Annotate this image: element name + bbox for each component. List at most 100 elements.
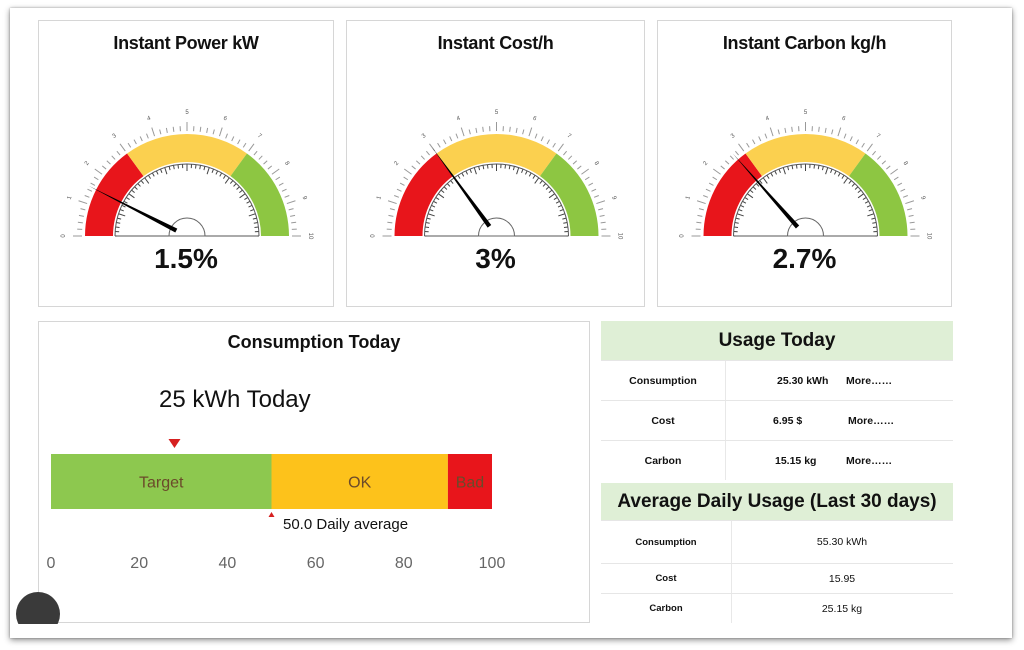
gauge-inner-tick: [837, 172, 841, 177]
gauge-band: [394, 153, 454, 236]
gauge-inner-tick: [857, 189, 862, 194]
gauge-outer-tick: [399, 182, 405, 186]
gauge-outer-tick: [263, 160, 268, 165]
gauge-outer-tick: [893, 176, 899, 181]
gauge-inner-tick: [131, 189, 135, 194]
gauge-inner-tick: [872, 226, 877, 228]
axis-tick-label: 80: [395, 555, 413, 572]
gauge-outer-tick: [460, 127, 465, 137]
gauge-outer-tick: [897, 182, 903, 186]
gauge-inner-tick: [248, 213, 256, 217]
gauge-inner-tick: [508, 165, 511, 170]
gauge-inner-tick: [223, 174, 227, 179]
gauge-tick-label: 3: [421, 133, 428, 140]
gauge-inner-tick: [248, 204, 253, 208]
gauge-tick-label: 8: [283, 161, 290, 168]
gauge-band: [539, 153, 599, 236]
gauge-inner-tick: [137, 183, 141, 187]
gauge-outer-tick: [696, 200, 706, 205]
gauge-outer-tick: [151, 127, 156, 137]
gauge-outer-tick: [557, 143, 564, 152]
axis-tick-label: 0: [47, 555, 56, 572]
gauge-outer-tick: [231, 136, 235, 142]
gauge-inner-tick: [250, 209, 255, 212]
range-ok: [271, 454, 448, 509]
gauge-inner-tick: [215, 170, 219, 175]
gauge-outer-tick: [534, 133, 538, 139]
gauge-tick-label: 9: [610, 195, 617, 201]
gauge-inner-tick: [791, 165, 794, 170]
bullet-axis: 0 20 40 60 80 100: [47, 555, 506, 572]
gauge-outer-tick: [281, 188, 287, 192]
gauge-inner-tick: [457, 174, 461, 179]
gauge-inner-tick: [528, 172, 532, 177]
gauge-inner-tick: [559, 209, 564, 212]
gauge-inner-tick: [734, 226, 739, 228]
gauge-inner-tick: [147, 174, 151, 179]
gauge-outer-tick: [443, 139, 447, 145]
more-link[interactable]: More……: [848, 414, 895, 427]
usage-value: 25.30 kWh: [777, 374, 829, 387]
gauge-outer-tick: [212, 129, 215, 135]
gauge-outer-tick: [720, 165, 725, 170]
gauge-inner-tick: [443, 186, 448, 190]
gauge-tick-label: 10: [926, 233, 932, 240]
gauge-outer-tick: [515, 127, 518, 133]
gauge-inner-tick: [486, 164, 489, 169]
gauge-outer-tick: [248, 143, 255, 152]
gauge-outer-tick: [78, 214, 84, 217]
usage-value: 15.15 kg: [775, 454, 817, 467]
range-bad: [447, 454, 492, 509]
gauge-tick-label: 4: [456, 115, 462, 122]
gauge-inner-tick: [548, 189, 553, 194]
gauge-outer-tick: [600, 221, 606, 224]
gauge-inner-tick: [735, 217, 740, 220]
gauge-outer-tick: [101, 165, 107, 170]
gauge-outer-tick: [528, 127, 533, 137]
gauge-inner-tick: [239, 189, 243, 194]
gauge-inner-tick: [239, 193, 246, 199]
gauge-tick-label: 7: [256, 133, 263, 140]
consumption-today-label: 25 kWh Today: [159, 386, 311, 413]
usage-row-cost: Cost 6.95 $ More……: [601, 400, 953, 440]
gauge-tick-label: 0: [680, 234, 686, 238]
gauge-panel-cost: Instant Cost/h 0 1 2 3 4 5 6 7 8 9 10 3%: [346, 20, 645, 307]
more-link[interactable]: More……: [846, 454, 893, 467]
gauge-tick-label: 10: [307, 233, 313, 240]
gauge-band: [436, 134, 557, 177]
gauge-outer-tick: [253, 150, 258, 156]
gauge-band: [703, 153, 763, 236]
avg-row-carbon: Carbon 25.15 kg: [601, 593, 953, 623]
gauge-outer-tick: [403, 168, 412, 175]
gauge-inner-tick: [254, 226, 259, 228]
gauge-outer-tick: [94, 168, 103, 175]
average-daily-table: Consumption 55.30 kWh Cost 15.95 Carbon …: [601, 520, 953, 623]
gauge-outer-tick: [698, 208, 704, 211]
gauge-tick-label: 6: [222, 116, 228, 123]
gauge-inner-tick: [744, 196, 749, 200]
gauge-tick-label: 9: [919, 195, 926, 201]
gauge-band: [848, 153, 908, 236]
gauge-outer-tick: [734, 150, 739, 156]
gauge-outer-tick: [907, 208, 913, 211]
more-link[interactable]: More……: [846, 374, 893, 387]
gauge-tick-label: 1: [685, 195, 692, 201]
gauge-inner-tick: [233, 183, 237, 187]
gauge-inner-arc: [424, 163, 569, 237]
gauge-inner-tick: [134, 186, 138, 190]
gauge-outer-tick: [563, 150, 568, 156]
gauge-outer-tick: [572, 160, 578, 165]
gauge-outer-tick: [764, 133, 768, 139]
gauge-outer-tick: [581, 168, 590, 175]
gauge-inner-tick: [173, 165, 175, 170]
gauge-outer-tick: [133, 139, 137, 145]
gauge-outer-tick: [902, 195, 908, 198]
gauge-outer-tick: [80, 208, 86, 211]
gauge-outer-tick: [886, 165, 891, 170]
gauge-inner-tick: [206, 167, 210, 175]
gauge-inner-tick: [115, 226, 120, 228]
gauge-inner-tick: [140, 180, 145, 184]
avg-value: 55.30 kWh: [816, 536, 868, 548]
gauge-inner-tick: [562, 217, 567, 220]
axis-tick-label: 60: [307, 555, 325, 572]
